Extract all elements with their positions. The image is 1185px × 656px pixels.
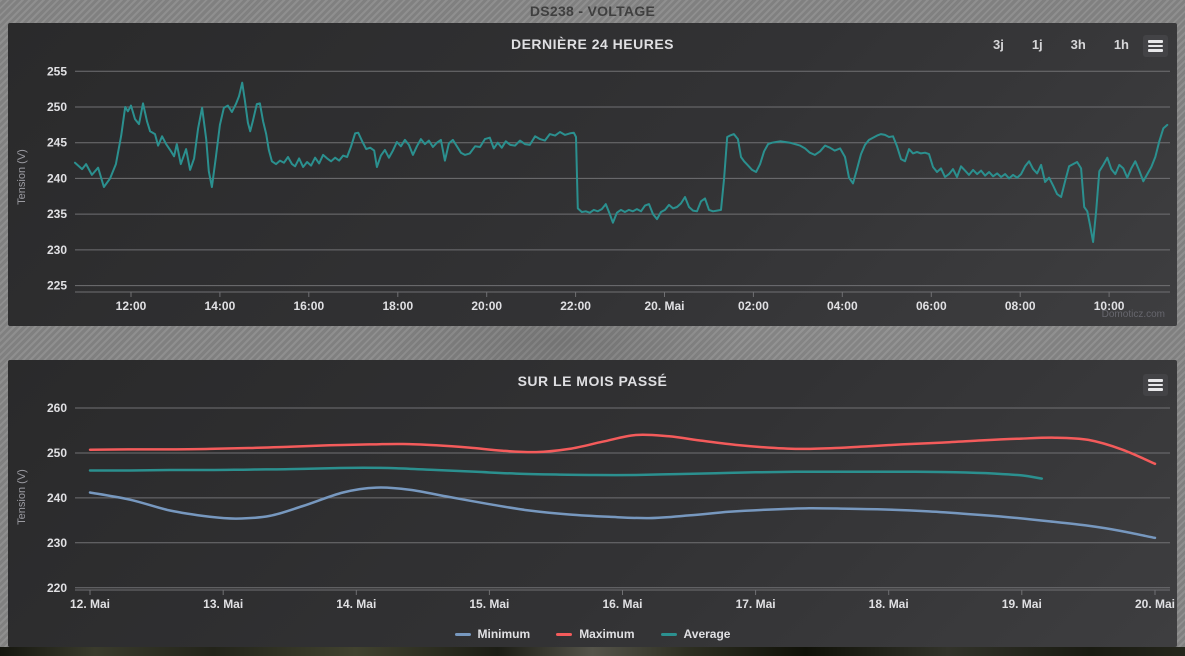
svg-text:240: 240	[47, 491, 67, 505]
svg-text:22:00: 22:00	[560, 299, 591, 313]
hamburger-icon	[1148, 383, 1163, 387]
legend-label-maximum: Maximum	[579, 627, 635, 641]
svg-text:12:00: 12:00	[116, 299, 147, 313]
panel-past-month: SUR LE MOIS PASSÉ 220 230 240 250 260 12. Mai…	[8, 360, 1177, 647]
chart-last-24h[interactable]: 225 230 235 240 245 250 255 12:00 14:00 16:00 18:0…	[8, 23, 1177, 326]
legend-label-average: Average	[683, 627, 731, 641]
svg-text:16. Mai: 16. Mai	[602, 597, 642, 611]
svg-text:255: 255	[47, 64, 67, 78]
legend-item-average[interactable]: Average	[660, 627, 731, 641]
svg-text:15. Mai: 15. Mai	[469, 597, 509, 611]
svg-text:Tension (V): Tension (V)	[16, 149, 28, 205]
range-button-1j[interactable]: 1j	[1031, 37, 1043, 52]
chart-legend: Minimum Maximum Average	[8, 627, 1177, 641]
svg-text:04:00: 04:00	[827, 299, 858, 313]
range-selector: 3j 1j 3h 1h	[993, 37, 1129, 52]
svg-text:20. Mai: 20. Mai	[1135, 597, 1175, 611]
chart-title-last-24h: DERNIÈRE 24 HEURES	[510, 36, 675, 52]
svg-text:18. Mai: 18. Mai	[869, 597, 909, 611]
legend-item-minimum[interactable]: Minimum	[454, 627, 531, 641]
svg-text:18:00: 18:00	[382, 299, 413, 313]
hamburger-icon	[1148, 49, 1163, 52]
svg-text:19. Mai: 19. Mai	[1002, 597, 1042, 611]
background-photo-strip	[0, 647, 1185, 656]
range-button-3j[interactable]: 3j	[992, 37, 1004, 52]
chart-context-menu-button[interactable]	[1143, 374, 1168, 396]
svg-text:20:00: 20:00	[471, 299, 502, 313]
svg-text:220: 220	[47, 581, 67, 595]
range-button-3h[interactable]: 3h	[1070, 37, 1086, 52]
svg-text:Tension (V): Tension (V)	[16, 469, 28, 525]
average-line-swatch	[660, 632, 677, 636]
svg-text:20. Mai: 20. Mai	[644, 299, 684, 313]
svg-text:13. Mai: 13. Mai	[203, 597, 243, 611]
minimum-line-swatch	[454, 632, 471, 636]
range-button-1h[interactable]: 1h	[1113, 37, 1129, 52]
svg-text:10:00: 10:00	[1094, 299, 1125, 313]
svg-text:230: 230	[47, 536, 67, 550]
svg-text:230: 230	[47, 243, 67, 257]
svg-text:250: 250	[47, 446, 67, 460]
svg-text:240: 240	[47, 171, 67, 185]
svg-text:260: 260	[47, 401, 67, 415]
svg-text:17. Mai: 17. Mai	[736, 597, 776, 611]
svg-text:16:00: 16:00	[293, 299, 324, 313]
maximum-line-swatch	[556, 632, 573, 636]
svg-text:225: 225	[47, 279, 67, 293]
chart-past-month[interactable]: 220 230 240 250 260 12. Mai 13. Mai 14. Mai 15. …	[8, 360, 1177, 647]
page-title: DS238 - VOLTAGE	[529, 3, 656, 19]
chart-title-past-month: SUR LE MOIS PASSÉ	[517, 373, 668, 389]
credits-link[interactable]: Domoticz.com	[1101, 309, 1165, 320]
legend-label-minimum: Minimum	[477, 627, 531, 641]
svg-text:02:00: 02:00	[738, 299, 769, 313]
svg-text:245: 245	[47, 136, 67, 150]
hamburger-icon	[1148, 379, 1163, 382]
svg-text:08:00: 08:00	[1005, 299, 1036, 313]
svg-text:250: 250	[47, 100, 67, 114]
svg-text:14. Mai: 14. Mai	[336, 597, 376, 611]
chart-context-menu-button[interactable]	[1143, 35, 1168, 57]
legend-item-maximum[interactable]: Maximum	[556, 627, 635, 641]
hamburger-icon	[1148, 44, 1163, 48]
svg-text:235: 235	[47, 207, 67, 221]
hamburger-icon	[1148, 40, 1163, 43]
svg-text:12. Mai: 12. Mai	[70, 597, 110, 611]
panel-last-24h: DERNIÈRE 24 HEURES 3j 1j 3h 1h 225 230 235…	[8, 23, 1177, 326]
svg-text:06:00: 06:00	[916, 299, 947, 313]
hamburger-icon	[1148, 388, 1163, 391]
svg-text:14:00: 14:00	[205, 299, 236, 313]
